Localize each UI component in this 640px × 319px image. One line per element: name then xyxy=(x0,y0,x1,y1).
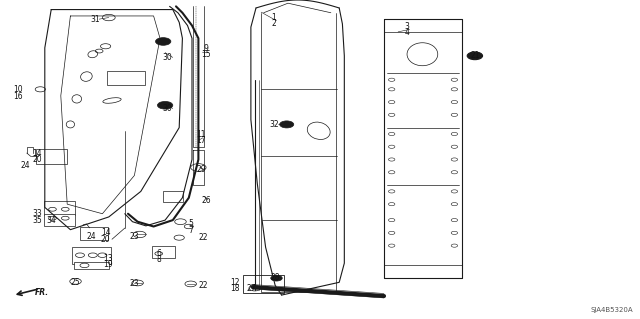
Text: 4: 4 xyxy=(404,28,410,37)
Text: 29: 29 xyxy=(196,165,207,174)
Text: 34: 34 xyxy=(46,216,56,225)
Text: 28: 28 xyxy=(271,273,280,282)
Text: 35: 35 xyxy=(32,216,42,225)
Text: 12: 12 xyxy=(230,278,239,287)
Text: 7: 7 xyxy=(188,226,193,235)
Text: 13: 13 xyxy=(102,254,113,263)
Text: 23: 23 xyxy=(129,279,140,288)
Text: 15: 15 xyxy=(201,50,211,59)
Text: 30: 30 xyxy=(163,53,173,62)
Text: 33: 33 xyxy=(32,209,42,218)
FancyBboxPatch shape xyxy=(44,201,75,215)
FancyBboxPatch shape xyxy=(44,214,75,226)
Text: 14: 14 xyxy=(32,149,42,158)
Text: 24: 24 xyxy=(86,232,96,241)
Text: 24: 24 xyxy=(20,161,31,170)
FancyBboxPatch shape xyxy=(107,71,145,85)
Text: 20: 20 xyxy=(32,155,42,164)
Text: 6: 6 xyxy=(156,249,161,258)
Text: 19: 19 xyxy=(102,260,113,269)
FancyBboxPatch shape xyxy=(36,149,67,164)
Text: 5: 5 xyxy=(188,219,193,228)
Text: 27: 27 xyxy=(246,284,256,293)
Text: 30: 30 xyxy=(163,104,173,113)
FancyBboxPatch shape xyxy=(72,247,111,264)
Text: 16: 16 xyxy=(13,92,23,101)
Text: 32: 32 xyxy=(269,120,279,129)
Text: 26: 26 xyxy=(201,197,211,205)
Circle shape xyxy=(157,101,173,109)
Text: 31: 31 xyxy=(90,15,100,24)
Text: 17: 17 xyxy=(196,137,206,145)
FancyBboxPatch shape xyxy=(152,246,175,258)
Text: 14: 14 xyxy=(100,228,111,237)
Text: 25: 25 xyxy=(70,278,81,287)
Circle shape xyxy=(156,38,171,45)
Text: 10: 10 xyxy=(13,85,23,94)
Text: 1: 1 xyxy=(271,13,276,22)
Text: 9: 9 xyxy=(204,44,209,53)
FancyBboxPatch shape xyxy=(163,191,183,202)
Text: 20: 20 xyxy=(100,235,111,244)
Text: 21: 21 xyxy=(470,51,479,60)
Text: 22: 22 xyxy=(199,233,208,242)
Text: 11: 11 xyxy=(196,130,205,139)
Text: 22: 22 xyxy=(199,281,208,290)
Circle shape xyxy=(467,52,483,60)
Circle shape xyxy=(271,275,282,281)
Text: 23: 23 xyxy=(129,232,140,241)
Circle shape xyxy=(280,121,294,128)
Text: 8: 8 xyxy=(156,256,161,264)
Text: 18: 18 xyxy=(230,284,239,293)
FancyBboxPatch shape xyxy=(80,227,108,240)
Text: FR.: FR. xyxy=(35,288,49,297)
Text: SJA4B5320A: SJA4B5320A xyxy=(591,307,634,313)
Text: 3: 3 xyxy=(404,22,410,31)
FancyBboxPatch shape xyxy=(74,262,109,269)
Text: 2: 2 xyxy=(271,19,276,28)
